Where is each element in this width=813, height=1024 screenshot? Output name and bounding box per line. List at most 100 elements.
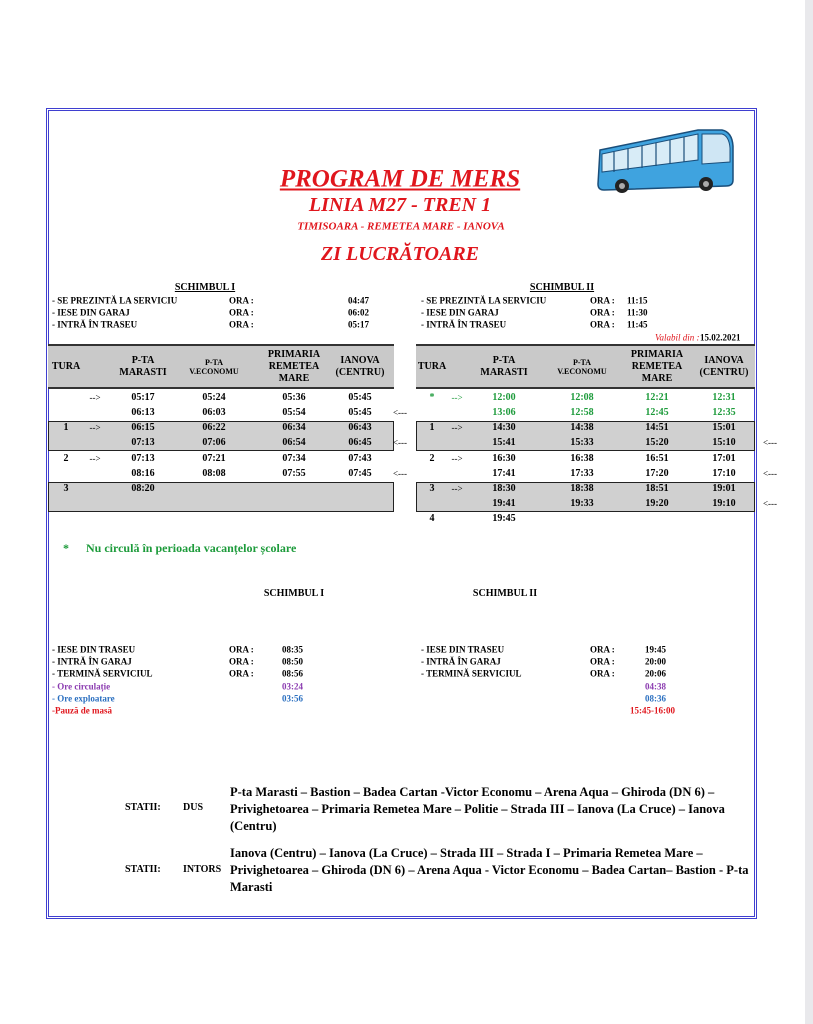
- economu-time: 05:24: [202, 391, 226, 403]
- direction-label: INTORS: [183, 864, 222, 875]
- marasti-time: 15:41: [492, 437, 516, 448]
- return-arrow: <---: [392, 407, 408, 417]
- marasti-time: 17:41: [492, 467, 516, 479]
- ianova-time: 07:45: [348, 467, 372, 479]
- ianova-time: 12:31: [712, 391, 736, 403]
- ianova-time: 05:45: [348, 391, 372, 403]
- stations-text: P-ta Marasti – Bastion – Badea Cartan -V…: [230, 785, 725, 833]
- stations-text: Ianova (Centru) – Ianova (La Cruce) – St…: [230, 846, 749, 894]
- arrow: -->: [89, 453, 101, 463]
- tour-group: [416, 420, 755, 451]
- ianova-time: 06:43: [348, 422, 372, 433]
- ianova-time: 06:45: [348, 437, 372, 448]
- ianova-time: 15:01: [712, 422, 736, 433]
- note-mark: *: [63, 541, 69, 555]
- marasti-time: 19:41: [492, 498, 516, 509]
- column-header: P-TA V.ECONOMU: [557, 358, 607, 376]
- primaria-time: 12:21: [645, 391, 669, 403]
- direction-label: DUS: [183, 802, 204, 813]
- ianova-time: 07:43: [348, 452, 372, 464]
- duty-time: 06:02: [348, 307, 369, 318]
- arrow: -->: [451, 483, 463, 494]
- duty-label: - INTRĂ ÎN TRASEU: [421, 319, 507, 330]
- line-name: LINIA M27 - TREN 1: [308, 194, 492, 216]
- arrow: -->: [89, 422, 101, 433]
- shift-heading: SCHIMBUL I: [174, 282, 236, 293]
- column-header: PRIMARIA REMETEA MARE: [267, 349, 321, 384]
- marasti-time: 14:30: [492, 422, 516, 433]
- primaria-time: 18:51: [645, 483, 669, 494]
- duty-label: - IESE DIN TRASEU: [52, 644, 136, 655]
- marasti-time: 18:30: [492, 483, 516, 494]
- column-header: P-TA MARASTI: [480, 355, 528, 378]
- column-header: P-TA MARASTI: [119, 355, 167, 378]
- marasti-time: 05:17: [131, 391, 155, 403]
- ora-label: ORA :: [590, 644, 615, 655]
- economu-time: 17:33: [570, 467, 594, 479]
- marasti-time: 08:16: [131, 467, 155, 479]
- return-arrow: <---: [762, 437, 778, 448]
- arrow: -->: [451, 453, 463, 463]
- marasti-time: 13:06: [492, 406, 516, 418]
- route: TIMISOARA - REMETEA MARE - IANOVA: [297, 220, 505, 233]
- duty-label: - SE PREZINTĂ LA SERVICIU: [52, 295, 178, 306]
- ora-label: ORA :: [590, 295, 615, 306]
- marasti-time: 07:13: [131, 437, 155, 448]
- ora-label: ORA :: [590, 656, 615, 667]
- return-arrow: <---: [392, 437, 408, 448]
- ianova-time: 05:45: [348, 406, 372, 418]
- arrow: -->: [89, 392, 101, 402]
- duty-label: - INTRĂ ÎN TRASEU: [52, 319, 138, 330]
- primaria-time: 06:34: [282, 422, 306, 433]
- ora-label: ORA :: [229, 295, 254, 306]
- tura: 4: [429, 513, 435, 524]
- note-text: Nu circulă în perioada vacanțelor școlar…: [86, 541, 297, 555]
- valid-date: 15.02.2021: [700, 332, 741, 343]
- ora-label: ORA :: [590, 307, 615, 318]
- table-header-band: [48, 344, 394, 389]
- scrollbar: [805, 0, 813, 1024]
- arrow: -->: [451, 392, 463, 402]
- primaria-time: 05:36: [282, 391, 306, 403]
- ianova-time: 19:01: [712, 483, 736, 494]
- ora-label: ORA :: [590, 319, 615, 330]
- economu-time: 14:38: [570, 422, 594, 433]
- duty-label: - INTRĂ ÎN GARAJ: [52, 656, 132, 667]
- duty-time: 05:17: [348, 319, 369, 330]
- stations-label: STATII:: [125, 802, 161, 813]
- primaria-time: 12:45: [645, 406, 669, 418]
- ora-label: ORA :: [229, 656, 254, 667]
- summary-value: 15:45-16:00: [630, 705, 675, 716]
- economu-time: 18:38: [570, 483, 594, 494]
- economu-time: 16:38: [570, 452, 594, 464]
- stations-label: STATII:: [125, 864, 161, 875]
- document-frame: [46, 108, 757, 919]
- tura: *: [429, 391, 435, 403]
- day-type: ZI LUCRĂTOARE: [321, 243, 479, 265]
- summary-value: 04:38: [645, 681, 666, 692]
- arrow: -->: [451, 422, 463, 433]
- marasti-time: 16:30: [492, 452, 516, 464]
- economu-time: 12:58: [570, 406, 594, 418]
- tour-group: [48, 481, 394, 512]
- marasti-time: 06:15: [131, 422, 155, 433]
- shift-heading: SCHIMBUL I: [263, 588, 325, 599]
- duty-time: 19:45: [645, 644, 666, 655]
- ora-label: ORA :: [229, 307, 254, 318]
- duty-time: 08:35: [282, 644, 303, 655]
- ianova-time: 17:01: [712, 452, 736, 464]
- duty-label: - IESE DIN TRASEU: [421, 644, 505, 655]
- duty-label: - IESE DIN GARAJ: [52, 307, 130, 318]
- summary-value: 08:36: [645, 693, 666, 704]
- title: PROGRAM DE MERS: [279, 165, 521, 193]
- primaria-time: 19:20: [645, 498, 669, 509]
- primaria-time: 14:51: [645, 422, 669, 433]
- duty-time: 20:06: [645, 668, 666, 679]
- duty-label: - INTRĂ ÎN GARAJ: [421, 656, 501, 667]
- column-header: TURA: [51, 361, 81, 372]
- column-header: IANOVA (CENTRU): [335, 355, 385, 378]
- bus-illustration: [597, 129, 734, 193]
- column-header: PRIMARIA REMETEA MARE: [630, 349, 684, 384]
- economu-time: 06:03: [202, 406, 226, 418]
- ianova-time: 12:35: [712, 406, 736, 418]
